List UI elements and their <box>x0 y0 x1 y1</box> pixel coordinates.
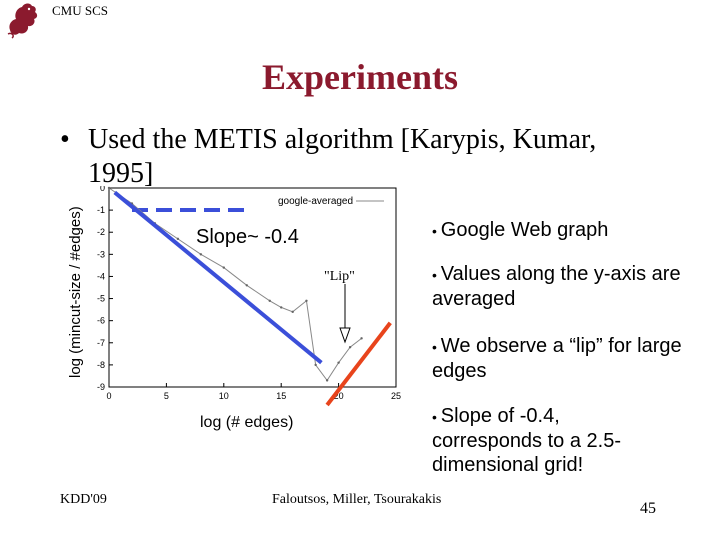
y-tick-label: -9 <box>97 382 105 392</box>
data-point <box>348 346 352 349</box>
x-tick-label: 5 <box>164 391 169 401</box>
bullet-dot-icon: • <box>432 223 441 239</box>
x-tick-label: 0 <box>106 391 111 401</box>
data-point <box>325 379 329 382</box>
y-tick-label: -8 <box>97 360 105 370</box>
org-label: CMU SCS <box>52 3 108 18</box>
bullet-dot-icon: • <box>60 124 70 155</box>
data-point <box>222 266 225 269</box>
data-point <box>360 337 363 340</box>
right-bullet-2: • Values along the y-axis are averaged <box>432 263 681 310</box>
data-point <box>176 237 180 241</box>
footer-conference: KDD'09 <box>60 492 107 507</box>
x-tick-label: 25 <box>391 391 401 401</box>
x-tick-label: 15 <box>276 391 286 401</box>
y-tick-label: -3 <box>97 249 105 259</box>
data-point <box>199 253 203 256</box>
y-tick-label: -4 <box>97 271 105 281</box>
y-tick-label: -6 <box>97 316 105 326</box>
main-bullet: • Used the METIS algorithm [Karypis, Kuma… <box>60 124 596 156</box>
x-axis-label: log (# edges) <box>200 414 294 431</box>
data-point <box>107 186 111 190</box>
slope-label: Slope~ -0.4 <box>196 226 299 248</box>
right-bullet-1: • Google Web graph <box>432 219 609 241</box>
y-ticks: 0 -1 -2 -3 -4 -5 -6 -7 -8 -9 <box>97 186 113 392</box>
right-bullet-3: • We observe a “lip” for large edges <box>432 335 682 382</box>
page-number: 45 <box>640 500 656 517</box>
red-fit-line <box>325 321 392 407</box>
data-point <box>268 299 271 302</box>
lip-arrowhead-icon <box>339 327 351 344</box>
footer-authors: Faloutsos, Miller, Tsourakakis <box>272 492 442 507</box>
right-bullet-4: • Slope of -0.4, corresponds to a 2.5-di… <box>432 405 621 476</box>
mincut-chart: 0 -1 -2 -3 -4 -5 -6 -7 -8 -9 0 5 10 15 20 25 google-av… <box>97 186 401 407</box>
plot-frame <box>108 187 397 388</box>
data-point <box>305 299 308 302</box>
x-ticks: 0 5 10 15 20 25 <box>106 383 401 401</box>
data-point <box>245 284 248 287</box>
data-point <box>314 363 317 367</box>
y-axis-label: log (mincut-size / #edges) <box>67 206 84 378</box>
y-tick-label: -2 <box>97 227 105 237</box>
slide-title: Experiments <box>262 57 458 97</box>
blue-fit-line <box>113 190 323 365</box>
y-tick-label: -5 <box>97 294 105 304</box>
data-point <box>337 361 340 364</box>
main-bullet-text: Used the METIS algorithm [Karypis, Kumar… <box>88 124 597 155</box>
google-averaged-line <box>108 187 362 382</box>
griffin-logo-icon <box>7 3 38 39</box>
legend-label: google-averaged <box>278 196 353 207</box>
y-tick-label: -1 <box>97 205 105 215</box>
main-bullet-continuation: 1995] <box>88 158 154 189</box>
y-tick-label: 0 <box>100 186 105 193</box>
y-tick-label: -7 <box>97 338 105 348</box>
x-tick-label: 20 <box>334 391 344 401</box>
data-point <box>280 306 283 309</box>
lip-label: "Lip" <box>324 269 355 284</box>
data-point <box>291 310 294 314</box>
x-tick-label: 10 <box>219 391 229 401</box>
bullet-dot-icon: • <box>432 409 441 425</box>
bullet-dot-icon: • <box>432 339 441 355</box>
bullet-dot-icon: • <box>432 267 441 283</box>
